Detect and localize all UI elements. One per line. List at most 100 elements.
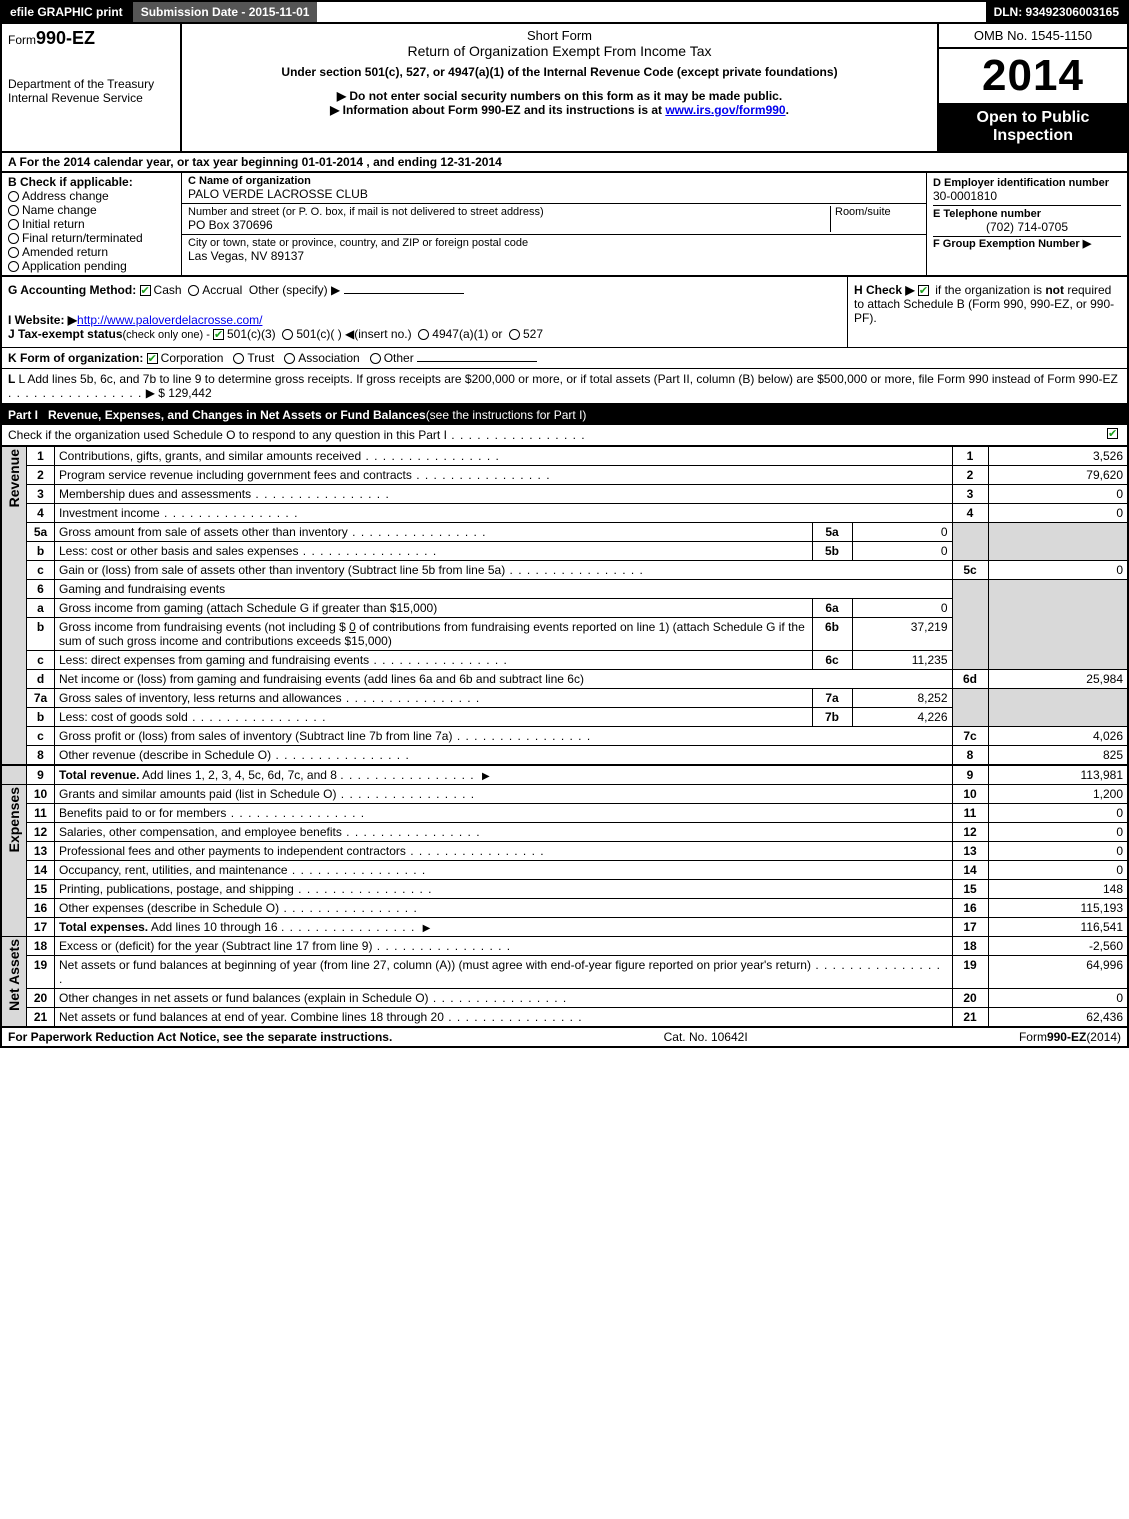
rn: 9	[952, 765, 988, 785]
sv: 0	[852, 523, 952, 542]
info-about-label: ▶ Information about Form 990-EZ and its …	[188, 103, 931, 117]
table-row: c Gross profit or (loss) from sales of i…	[1, 727, 1128, 746]
ld: Salaries, other compensation, and employ…	[55, 823, 953, 842]
section-a-tax-year: A For the 2014 calendar year, or tax yea…	[0, 153, 1129, 173]
radio-527[interactable]	[509, 329, 520, 340]
shade	[988, 689, 1128, 727]
sv: 37,219	[852, 618, 952, 651]
radio-4947[interactable]	[418, 329, 429, 340]
part-1-title: Revenue, Expenses, and Changes in Net As…	[48, 408, 426, 422]
ln: 7a	[27, 689, 55, 708]
sv: 11,235	[852, 651, 952, 670]
rv: 62,436	[988, 1008, 1128, 1027]
g-other-input[interactable]	[344, 293, 464, 294]
rv: 0	[988, 989, 1128, 1008]
radio-other[interactable]	[370, 353, 381, 364]
ghij-container: G Accounting Method: Cash Accrual Other …	[0, 275, 1129, 348]
rv: 0	[988, 823, 1128, 842]
part-1-check-text: Check if the organization used Schedule …	[8, 428, 586, 442]
table-row: 19Net assets or fund balances at beginni…	[1, 956, 1128, 989]
radio-application-pending[interactable]	[8, 261, 19, 272]
rv: 825	[988, 746, 1128, 766]
b-title: B Check if applicable:	[8, 175, 175, 189]
paperwork-notice: For Paperwork Reduction Act Notice, see …	[8, 1030, 392, 1044]
a-end-date: 12-31-2014	[440, 155, 501, 169]
rn: 3	[952, 485, 988, 504]
c-city-value: Las Vegas, NV 89137	[188, 249, 920, 263]
ld: Net assets or fund balances at beginning…	[55, 956, 953, 989]
rv: 0	[988, 804, 1128, 823]
top-bar: efile GRAPHIC print Submission Date - 20…	[0, 0, 1129, 24]
shade	[1, 765, 27, 785]
ln: c	[27, 561, 55, 580]
table-row: 15Printing, publications, postage, and s…	[1, 880, 1128, 899]
ln: 20	[27, 989, 55, 1008]
a-begin-date: 01-01-2014	[302, 155, 363, 169]
radio-amended-return[interactable]	[8, 247, 19, 258]
a-pre: A For the 2014 calendar year, or tax yea…	[8, 155, 302, 169]
efile-print-button[interactable]: efile GRAPHIC print	[2, 2, 131, 22]
arrow-icon	[478, 768, 490, 782]
tax-year: 2014	[939, 49, 1127, 103]
website-link[interactable]: http://www.paloverdelacrosse.com/	[77, 313, 262, 327]
radio-name-change[interactable]	[8, 205, 19, 216]
h-not: not	[1045, 283, 1064, 297]
rn: 2	[952, 466, 988, 485]
c-name-label: C Name of organization	[188, 175, 920, 187]
header-left: Form990-EZ Department of the Treasury In…	[2, 24, 182, 151]
sn: 7a	[812, 689, 852, 708]
rn: 16	[952, 899, 988, 918]
ln: b	[27, 618, 55, 651]
g-accounting-method: G Accounting Method: Cash Accrual Other …	[8, 283, 841, 297]
checkbox-corporation[interactable]	[147, 353, 158, 364]
ln: c	[27, 651, 55, 670]
checkbox-schedule-o[interactable]	[1107, 428, 1118, 439]
c-addr-label: Number and street (or P. O. box, if mail…	[188, 206, 830, 218]
radio-trust[interactable]	[233, 353, 244, 364]
rv: 3,526	[988, 447, 1128, 466]
ld: Gaming and fundraising events	[55, 580, 953, 599]
rn: 13	[952, 842, 988, 861]
net-assets-side-label: Net Assets	[6, 939, 22, 1011]
ld: Total revenue. Total revenue. Add lines …	[55, 765, 953, 785]
j-note: (check only one) -	[123, 329, 213, 341]
part-1-title2: (see the instructions for Part I)	[426, 408, 587, 422]
l6b-zero: 0	[349, 620, 356, 634]
sn: 5a	[812, 523, 852, 542]
radio-final-return[interactable]	[8, 233, 19, 244]
rn: 10	[952, 785, 988, 804]
sn: 5b	[812, 542, 852, 561]
ln: 1	[27, 447, 55, 466]
ln: 16	[27, 899, 55, 918]
arrow-icon	[419, 920, 431, 934]
radio-501c[interactable]	[282, 329, 293, 340]
rn: 8	[952, 746, 988, 766]
ld: Occupancy, rent, utilities, and maintena…	[55, 861, 953, 880]
k-other-input[interactable]	[417, 361, 537, 362]
checkbox-501c3[interactable]	[213, 329, 224, 340]
radio-address-change[interactable]	[8, 191, 19, 202]
radio-association[interactable]	[284, 353, 295, 364]
checkbox-cash[interactable]	[140, 285, 151, 296]
shade	[988, 523, 1128, 561]
rn: 20	[952, 989, 988, 1008]
expenses-side-label: Expenses	[6, 787, 22, 852]
irs-form990-link[interactable]: www.irs.gov/form990	[665, 103, 785, 117]
rv: 79,620	[988, 466, 1128, 485]
radio-accrual[interactable]	[188, 285, 199, 296]
ld: Other changes in net assets or fund bala…	[55, 989, 953, 1008]
k-assoc: Association	[298, 351, 359, 365]
i-label: I Website: ▶	[8, 313, 77, 327]
form-no-footer: 990-EZ	[1047, 1030, 1086, 1044]
radio-initial-return[interactable]	[8, 219, 19, 230]
ld: Program service revenue including govern…	[55, 466, 953, 485]
dots	[340, 768, 474, 782]
checkbox-h-not-required[interactable]	[918, 285, 929, 296]
ln: 15	[27, 880, 55, 899]
ln: c	[27, 727, 55, 746]
form-number: 990-EZ	[36, 28, 95, 48]
table-row: 17 Total expenses. Add lines 10 through …	[1, 918, 1128, 937]
ld: Less: cost of goods sold	[55, 708, 813, 727]
ln: 5a	[27, 523, 55, 542]
rv: 0	[988, 504, 1128, 523]
